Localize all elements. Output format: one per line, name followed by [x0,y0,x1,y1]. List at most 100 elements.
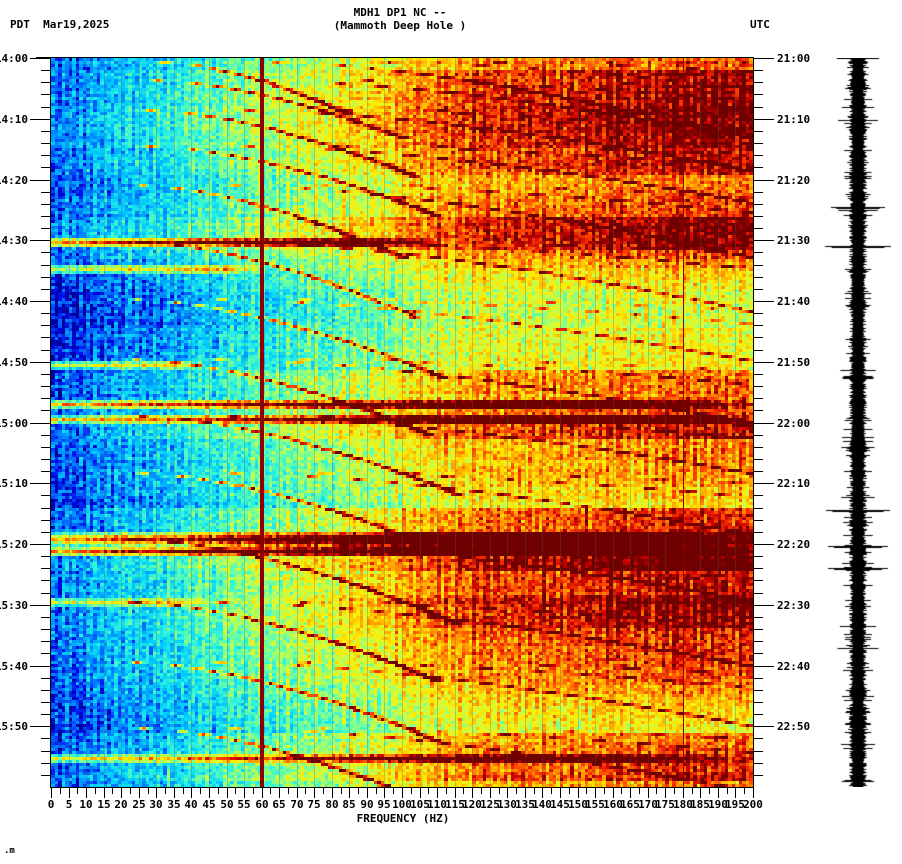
time-minor-tick-left [41,629,51,630]
time-minor-tick-right [753,471,763,472]
freq-label-180: 180 [673,798,693,811]
time-minor-tick-right [753,325,763,326]
freq-label-115: 115 [445,798,465,811]
helicorder-trace-canvas[interactable] [820,58,898,787]
freq-major-tick [735,788,736,798]
time-minor-tick-left [41,167,51,168]
freq-major-tick [51,788,52,798]
time-major-tick-right [753,362,774,363]
time-major-tick-left [30,362,51,363]
spectrogram-plot-area[interactable] [51,58,753,787]
time-minor-tick-left [41,386,51,387]
time-minor-tick-left [41,289,51,290]
freq-major-tick [630,788,631,798]
freq-major-tick [525,788,526,798]
time-minor-tick-right [753,702,763,703]
time-label-right-11: 22:50 [777,720,811,733]
time-minor-tick-left [41,216,51,217]
station-code-title: MDH1 DP1 NC -- [353,6,447,19]
freq-major-tick [279,788,280,798]
freq-major-tick [455,788,456,798]
time-minor-tick-right [753,556,763,557]
freq-major-tick [244,788,245,798]
freq-label-75: 75 [307,798,321,811]
time-minor-tick-left [41,265,51,266]
time-minor-tick-left [41,775,51,776]
time-minor-tick-left [41,228,51,229]
freq-label-80: 80 [325,798,339,811]
time-minor-tick-right [753,167,763,168]
time-minor-tick-right [753,775,763,776]
freq-label-30: 30 [149,798,163,811]
time-minor-tick-right [753,94,763,95]
time-minor-tick-left [41,337,51,338]
date-label: Mar19,2025 [43,18,110,31]
freq-label-90: 90 [360,798,374,811]
time-minor-tick-right [753,763,763,764]
time-minor-tick-right [753,435,763,436]
time-minor-tick-right [753,386,763,387]
freq-major-tick [297,788,298,798]
freq-label-190: 190 [708,798,728,811]
freq-minor-tick [551,788,552,794]
freq-minor-tick [341,788,342,794]
time-minor-tick-left [41,94,51,95]
time-minor-tick-left [41,763,51,764]
freq-major-tick [209,788,210,798]
freq-major-tick [191,788,192,798]
freq-minor-tick [674,788,675,794]
time-minor-tick-right [753,155,763,156]
header-left-group: PDT Mar19,2025 [10,18,109,31]
freq-label-15: 15 [97,798,111,811]
freq-major-tick [560,788,561,798]
helicorder-trace-panel[interactable] [820,58,898,787]
freq-minor-tick [77,788,78,794]
timezone-left-label: PDT [10,18,30,31]
time-label-left-8: 15:20 [0,538,28,551]
time-minor-tick-left [41,398,51,399]
time-label-right-0: 21:00 [777,52,811,65]
freq-label-145: 145 [550,798,570,811]
time-minor-tick-left [41,131,51,132]
freq-minor-tick [499,788,500,794]
time-label-left-6: 15:00 [0,417,28,430]
freq-major-tick [227,788,228,798]
time-major-tick-left [30,240,51,241]
freq-label-105: 105 [410,798,430,811]
freq-minor-tick [270,788,271,794]
freq-minor-tick [218,788,219,794]
time-minor-tick-left [41,617,51,618]
time-minor-tick-left [41,459,51,460]
time-minor-tick-right [753,277,763,278]
time-label-left-10: 15:40 [0,660,28,673]
time-minor-tick-right [753,593,763,594]
freq-major-tick [349,788,350,798]
freq-label-5: 5 [65,798,73,811]
freq-minor-tick [621,788,622,794]
freq-minor-tick [60,788,61,794]
time-minor-tick-left [41,690,51,691]
time-minor-tick-right [753,143,763,144]
freq-minor-tick [235,788,236,794]
freq-minor-tick [411,788,412,794]
time-minor-tick-right [753,532,763,533]
time-minor-tick-right [753,107,763,108]
time-minor-tick-left [41,313,51,314]
freq-major-tick [104,788,105,798]
time-label-left-2: 14:20 [0,174,28,187]
freq-label-60: 60 [255,798,269,811]
spectrogram-canvas[interactable] [51,58,753,787]
time-minor-tick-left [41,593,51,594]
time-minor-tick-left [41,508,51,509]
time-major-tick-right [753,240,774,241]
freq-label-65: 65 [272,798,286,811]
time-minor-tick-left [41,471,51,472]
time-major-tick-right [753,180,774,181]
time-major-tick-right [753,544,774,545]
time-label-left-3: 14:30 [0,234,28,247]
timezone-right-label: UTC [750,18,770,31]
time-label-right-8: 22:20 [777,538,811,551]
time-minor-tick-right [753,508,763,509]
freq-major-tick [648,788,649,798]
freq-label-70: 70 [290,798,304,811]
